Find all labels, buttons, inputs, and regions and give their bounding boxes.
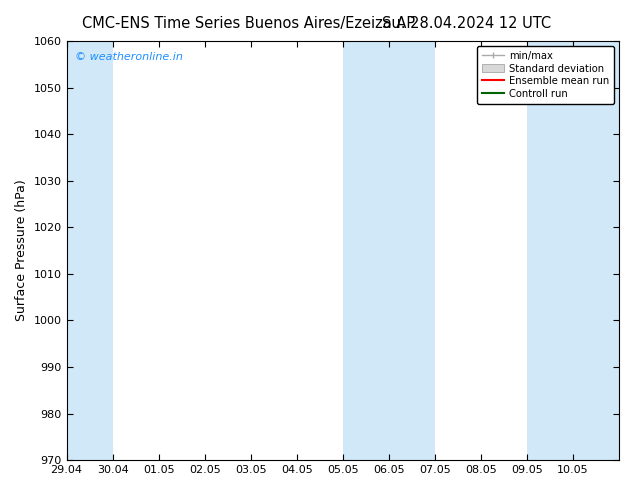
Bar [343, 41, 435, 460]
Text: Su. 28.04.2024 12 UTC: Su. 28.04.2024 12 UTC [382, 16, 552, 31]
Text: © weatheronline.in: © weatheronline.in [75, 51, 183, 62]
Bar [67, 41, 113, 460]
Bar [527, 41, 619, 460]
Text: CMC-ENS Time Series Buenos Aires/Ezeiza AP: CMC-ENS Time Series Buenos Aires/Ezeiza … [82, 16, 415, 31]
Legend: min/max, Standard deviation, Ensemble mean run, Controll run: min/max, Standard deviation, Ensemble me… [477, 46, 614, 103]
Y-axis label: Surface Pressure (hPa): Surface Pressure (hPa) [15, 180, 28, 321]
